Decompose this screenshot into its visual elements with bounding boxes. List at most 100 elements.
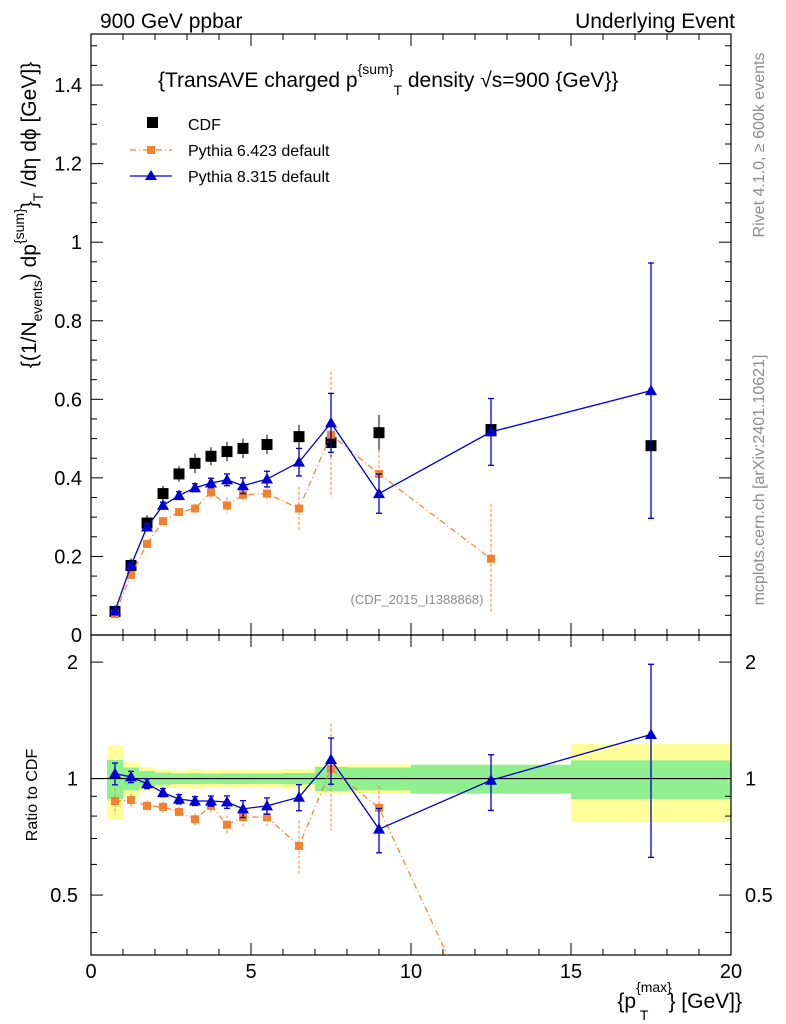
pythia8-ratio-point-9	[261, 799, 273, 811]
pythia6-point-13	[487, 554, 495, 563]
pythia8-ratio-point-7	[221, 795, 233, 807]
x-tick-label-0: 0	[85, 961, 96, 983]
pythia8-ratio-point-5	[189, 795, 201, 806]
pythia6-ratio-point-4	[175, 807, 183, 816]
ratio-tick-label-left-0: 0.5	[50, 885, 78, 907]
pythia6-point-5	[191, 504, 199, 513]
pythia8-point-12	[373, 487, 385, 499]
title-post: density √s=900 {GeV}}	[402, 69, 618, 92]
pythia6-line	[114, 433, 492, 615]
pythia8-point-14	[645, 384, 657, 396]
y-tick-label-0: 0	[71, 625, 82, 647]
pythia8-ratio-point-8	[237, 802, 249, 814]
pythia8-ratio-point-1	[125, 770, 137, 782]
pythia6-point-7	[223, 501, 231, 510]
cdf-point-8	[237, 442, 249, 454]
pythia6-ratio-point-9	[263, 813, 271, 822]
pythia6-ratio-point-0	[111, 797, 119, 806]
pythia8-ratio-point-4	[173, 793, 185, 804]
legend-marker-pythia8	[145, 170, 157, 180]
pythia8-point-5	[189, 481, 201, 493]
mcplots-note: mcplots.cern.ch [arXiv:2401.10621]	[751, 355, 768, 606]
chart-title: {TransAVE charged p{sum} T density √s=900…	[158, 61, 618, 98]
pythia8-point-1	[125, 559, 137, 570]
ratio-y-axis-label: Ratio to CDF	[24, 749, 41, 842]
pythia8-point-11	[325, 416, 337, 428]
pythia6-point-6	[207, 488, 215, 497]
pythia6-point-4	[175, 508, 183, 517]
pythia8-point-8	[237, 479, 249, 491]
pythia6-ratio-point-5	[191, 815, 199, 824]
x-axis-label: {p{max} T} [GeV]}	[617, 979, 742, 1023]
pythia8-ratio-point-6	[205, 795, 217, 806]
pythia8-ratio-point-10	[293, 791, 305, 802]
y-tick-label-1: 0.2	[54, 546, 82, 568]
cdf-point-9	[261, 438, 273, 450]
legend-label-pythia8: Pythia 8.315 default	[188, 169, 330, 186]
x-tick-label-4: 20	[720, 961, 742, 983]
header-left: 900 GeV ppbar	[100, 10, 242, 33]
cdf-point-10	[293, 431, 305, 443]
ratio-tick-label-right-0: 0.5	[745, 885, 773, 907]
pythia8-line	[114, 390, 652, 612]
main-plot-series	[109, 262, 657, 619]
pythia8-point-7	[221, 473, 233, 485]
pythia6-point-9	[263, 489, 271, 498]
pythia8-ratio-point-2	[141, 777, 153, 789]
legend-marker-pythia6	[147, 146, 155, 154]
pythia6-point-2	[143, 539, 151, 548]
y-tick-label-2: 0.4	[54, 468, 82, 490]
pythia8-ratio-point-0	[109, 767, 121, 779]
pythia8-point-13	[485, 425, 497, 437]
x-tick-label-3: 15	[560, 961, 582, 983]
pythia6-ratio-point-1	[127, 796, 135, 805]
cdf-point-12	[373, 427, 385, 439]
x-tick-label-2: 10	[400, 961, 422, 983]
cdf-point-4	[173, 468, 185, 480]
y-tick-label-5: 1	[71, 232, 82, 254]
y-tick-label-7: 1.4	[54, 75, 82, 97]
pythia8-point-0	[109, 605, 121, 616]
analysis-watermark: (CDF_2015_I1388868)	[351, 592, 484, 607]
axis-ticks	[90, 34, 732, 955]
pythia8-point-4	[173, 489, 185, 501]
y-tick-label-6: 1.2	[54, 154, 82, 176]
rivet-version-note: Rivet 4.1.0, ≥ 600k events	[751, 53, 768, 238]
pythia8-point-2	[141, 520, 153, 532]
ratio-uncertainty-bands	[91, 744, 731, 823]
pythia6-point-1	[127, 570, 135, 579]
pythia6-point-3	[159, 517, 167, 526]
ratio-plot-series	[109, 663, 657, 956]
pythia8-point-9	[261, 473, 273, 484]
ratio-tick-label-right-1: 1	[745, 769, 756, 791]
title-pre: {TransAVE charged p	[158, 69, 358, 92]
axis-tick-labels: 0 5 10 15 20 0 0.2 0.4 0.6 0.8 1 1.2 1.4 0.5 0.5 1 1 2 2	[50, 75, 773, 983]
y-tick-label-3: 0.6	[54, 389, 82, 411]
y-tick-label-4: 0.8	[54, 311, 82, 333]
pythia8-ratio-point-14	[645, 728, 657, 739]
pythia6-point-10	[295, 504, 303, 513]
cdf-point-6	[205, 450, 217, 462]
cdf-point-7	[221, 446, 233, 458]
header-right: Underlying Event	[575, 10, 735, 33]
pythia6-ratio-point-10	[295, 841, 303, 850]
legend-label-cdf: CDF	[188, 117, 221, 134]
pythia8-point-10	[293, 456, 305, 467]
x-tick-label-1: 5	[245, 961, 256, 983]
pythia8-ratio-point-13	[485, 774, 497, 785]
ratio-tick-label-left-1: 1	[67, 769, 78, 791]
main-plot-frame	[90, 33, 732, 636]
title-sub: T	[393, 82, 402, 98]
legend-label-pythia6: Pythia 6.423 default	[188, 143, 330, 160]
ratio-tick-label-left-2: 2	[67, 652, 78, 674]
cdf-point-3	[157, 488, 169, 500]
pythia8-ratio-point-12	[373, 823, 385, 834]
legend-marker-cdf	[147, 117, 158, 128]
pythia6-ratio-point-2	[143, 801, 151, 810]
pythia8-point-6	[205, 476, 217, 488]
pythia6-point-8	[239, 490, 247, 499]
pythia8-ratio-point-3	[157, 786, 169, 798]
title-sup: {sum}	[358, 61, 394, 77]
pythia8-ratio-point-11	[325, 753, 337, 765]
pythia8-point-3	[157, 499, 169, 510]
